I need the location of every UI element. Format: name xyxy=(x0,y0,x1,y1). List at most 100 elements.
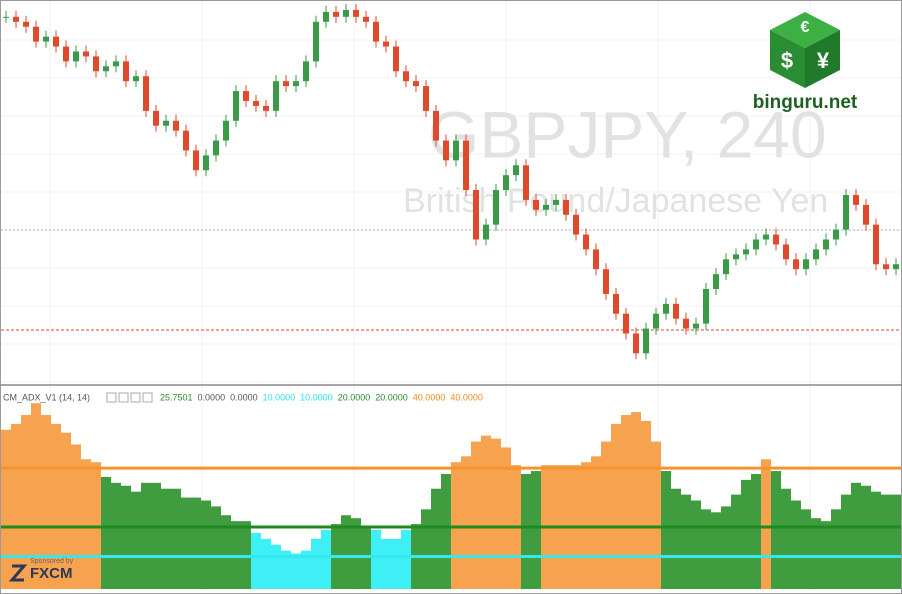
candle-body xyxy=(783,244,789,260)
logo-site: binguru.net xyxy=(753,92,858,113)
candle-body xyxy=(13,16,19,22)
candle-body xyxy=(723,259,729,275)
candle-body xyxy=(333,11,339,17)
candle-body xyxy=(503,175,509,191)
candle-body xyxy=(693,323,699,329)
candle-body xyxy=(103,66,109,72)
candle-body xyxy=(553,199,559,205)
candle-body xyxy=(613,293,619,314)
candle-body xyxy=(713,274,719,289)
candle-body xyxy=(733,254,739,260)
indicator-bar xyxy=(751,473,761,589)
indicator-bar xyxy=(651,441,661,589)
candle-body xyxy=(843,194,849,230)
candle-body xyxy=(93,56,99,72)
candle-body xyxy=(203,155,209,171)
candle-body xyxy=(253,100,259,106)
indicator-bar xyxy=(251,532,261,589)
indicator-bar xyxy=(791,500,801,589)
candle-body xyxy=(573,214,579,235)
candle-body xyxy=(223,120,229,141)
indicator-bar xyxy=(491,438,501,589)
candle-body xyxy=(583,234,589,250)
indicator-bar xyxy=(31,403,41,589)
indicator-bar xyxy=(101,476,111,589)
candle-body xyxy=(623,313,629,334)
candle-body xyxy=(773,234,779,245)
sponsor-brand: FXCM xyxy=(30,565,73,582)
candle-body xyxy=(353,9,359,17)
candle-body xyxy=(463,140,469,191)
candle-body xyxy=(893,264,899,270)
indicator-bar xyxy=(501,447,511,589)
candle-body xyxy=(863,204,869,225)
logo-euro: € xyxy=(801,19,810,36)
indicator-bar xyxy=(271,544,281,589)
indicator-bar xyxy=(381,538,391,589)
indicator-bar xyxy=(431,488,441,589)
candle-body xyxy=(163,120,169,126)
legend-value: 0.0000 xyxy=(198,392,226,402)
candle-body xyxy=(443,140,449,161)
indicator-bar xyxy=(641,420,651,589)
candle-body xyxy=(523,165,529,200)
indicator-bar xyxy=(401,529,411,589)
indicator-bar xyxy=(811,518,821,589)
indicator-bar xyxy=(761,459,771,589)
indicator-bar xyxy=(701,509,711,589)
candle-body xyxy=(343,9,349,17)
indicator-bar xyxy=(631,412,641,589)
indicator-bar xyxy=(111,482,121,589)
legend-value: 20.0000 xyxy=(338,392,371,402)
indicator-bar xyxy=(61,432,71,589)
button[interactable] xyxy=(142,392,153,403)
button[interactable] xyxy=(130,392,141,403)
candle-body xyxy=(173,120,179,131)
candle-body xyxy=(473,190,479,240)
indicator-bar xyxy=(471,441,481,589)
candle-body xyxy=(373,21,379,42)
sponsor-icon xyxy=(8,564,28,582)
indicator-bar xyxy=(731,494,741,589)
indicator-bar xyxy=(861,485,871,589)
candle-body xyxy=(313,21,319,62)
indicator-bar xyxy=(521,473,531,589)
candle-body xyxy=(193,150,199,171)
candle-body xyxy=(873,224,879,265)
candle-body xyxy=(643,328,649,354)
candle-body xyxy=(703,288,709,324)
indicator-bar xyxy=(141,482,151,589)
button[interactable] xyxy=(106,392,117,403)
candle-body xyxy=(513,165,519,176)
legend-value: 40.0000 xyxy=(450,392,483,402)
indicator-bar xyxy=(41,415,51,589)
indicator-bar xyxy=(781,488,791,589)
candle-body xyxy=(683,318,689,329)
indicator-bar xyxy=(671,488,681,589)
candle-body xyxy=(183,130,189,151)
indicator-bar xyxy=(151,482,161,589)
candle-body xyxy=(293,81,299,87)
indicator-bar xyxy=(321,529,331,589)
indicator-bar xyxy=(851,482,861,589)
candle-body xyxy=(853,194,859,205)
indicator-bar xyxy=(81,459,91,589)
candle-body xyxy=(433,110,439,141)
indicator-bar xyxy=(611,423,621,589)
candle-body xyxy=(543,204,549,210)
indicator-bar xyxy=(161,488,171,589)
candle-body xyxy=(323,11,329,22)
indicator-bar xyxy=(591,456,601,589)
legend-value: 10.0000 xyxy=(263,392,296,402)
indicator-bar xyxy=(131,491,141,589)
candle-body xyxy=(533,199,539,210)
indicator-bar xyxy=(121,485,131,589)
candle-body xyxy=(143,76,149,111)
indicator-bar xyxy=(261,538,271,589)
indicator-bar xyxy=(201,500,211,589)
indicator-bar xyxy=(711,512,721,589)
button[interactable] xyxy=(118,392,129,403)
indicator-bar xyxy=(621,415,631,589)
indicator-bar xyxy=(661,471,671,589)
legend-value: 0.0000 xyxy=(230,392,258,402)
